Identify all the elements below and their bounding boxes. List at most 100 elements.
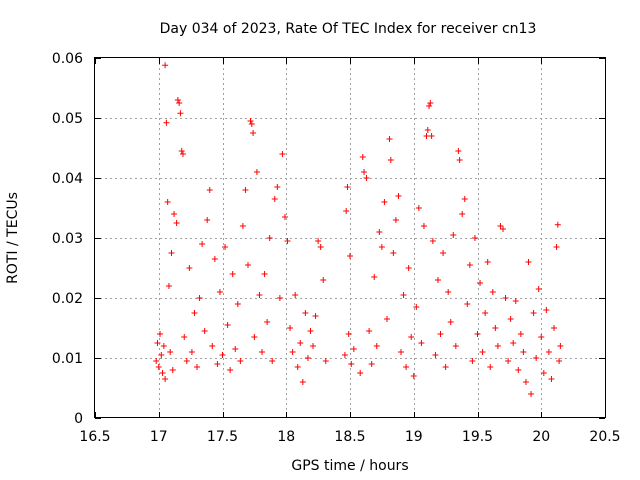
y-tick-label: 0 xyxy=(74,411,83,427)
data-point xyxy=(405,265,412,271)
data-point xyxy=(447,319,454,325)
data-point xyxy=(266,235,273,241)
x-tick-label: 18.5 xyxy=(334,429,365,445)
data-point xyxy=(206,187,213,193)
data-point xyxy=(440,250,447,256)
data-point xyxy=(359,154,366,160)
data-point xyxy=(169,367,176,373)
data-point xyxy=(368,361,375,367)
data-point xyxy=(502,295,509,301)
x-tick-label: 17 xyxy=(150,429,168,445)
data-point xyxy=(204,217,211,223)
data-point xyxy=(158,352,165,358)
data-point xyxy=(557,343,564,349)
data-point xyxy=(445,289,452,295)
data-point xyxy=(497,223,504,229)
data-point xyxy=(395,193,402,199)
data-point xyxy=(229,271,236,277)
data-point xyxy=(299,379,306,385)
data-point xyxy=(528,391,535,397)
data-point xyxy=(269,358,276,364)
data-point xyxy=(450,232,457,238)
data-point xyxy=(512,298,519,304)
data-point xyxy=(159,370,166,376)
data-point xyxy=(442,364,449,370)
data-point xyxy=(530,310,537,316)
data-point xyxy=(373,343,380,349)
data-point xyxy=(174,97,181,103)
data-point xyxy=(157,331,164,337)
data-point xyxy=(279,151,286,157)
data-point xyxy=(297,340,304,346)
data-point xyxy=(487,364,494,370)
grid-lines xyxy=(95,58,605,418)
data-point xyxy=(199,241,206,247)
data-point xyxy=(284,238,291,244)
data-point xyxy=(489,289,496,295)
data-point xyxy=(178,148,185,154)
data-point xyxy=(209,343,216,349)
data-point xyxy=(320,277,327,283)
data-point xyxy=(264,319,271,325)
data-point xyxy=(538,334,545,340)
data-point xyxy=(420,223,427,229)
data-point xyxy=(535,286,542,292)
data-point xyxy=(345,331,352,337)
data-point xyxy=(469,358,476,364)
data-point xyxy=(341,352,348,358)
data-point xyxy=(392,217,399,223)
data-point xyxy=(551,325,557,331)
data-point xyxy=(186,265,193,271)
data-point xyxy=(548,376,555,382)
x-tick-label: 17.5 xyxy=(207,429,238,445)
data-point xyxy=(428,133,435,139)
data-point xyxy=(153,358,160,364)
x-tick-labels: 16.5 17 17.5 18 18.5 19 19.5 20 20.5 xyxy=(79,429,620,445)
data-point xyxy=(350,346,357,352)
data-point xyxy=(427,100,434,106)
data-point xyxy=(348,361,355,367)
data-point xyxy=(219,352,226,358)
data-point xyxy=(424,127,431,133)
data-point xyxy=(294,364,301,370)
data-point xyxy=(386,136,393,142)
data-point xyxy=(287,325,294,331)
data-point xyxy=(302,310,309,316)
data-point xyxy=(259,349,266,355)
data-point xyxy=(247,118,254,124)
data-point xyxy=(479,349,486,355)
data-point xyxy=(500,226,506,232)
data-point xyxy=(426,103,433,109)
data-point xyxy=(211,256,218,262)
data-point xyxy=(188,349,195,355)
data-point xyxy=(292,292,299,298)
data-point xyxy=(179,151,186,157)
data-point xyxy=(237,358,244,364)
data-point xyxy=(343,208,350,214)
data-point xyxy=(232,346,239,352)
data-point xyxy=(310,343,317,349)
data-point xyxy=(474,331,481,337)
data-point xyxy=(162,62,169,69)
data-point xyxy=(164,199,171,205)
data-point xyxy=(201,328,208,334)
y-tick-labels: 0 0.01 0.02 0.03 0.04 0.05 0.06 xyxy=(52,51,83,427)
data-point xyxy=(168,250,175,256)
data-point xyxy=(167,349,174,355)
y-tick-label: 0.06 xyxy=(52,51,83,67)
data-point xyxy=(381,199,388,205)
data-point xyxy=(256,292,263,298)
data-point xyxy=(415,205,422,211)
data-point xyxy=(171,211,178,217)
x-tick-label: 20.5 xyxy=(589,429,620,445)
data-point xyxy=(317,244,324,250)
data-point xyxy=(163,119,170,126)
data-point xyxy=(281,214,288,220)
data-point xyxy=(214,361,221,367)
data-point xyxy=(522,379,529,385)
data-point xyxy=(154,340,161,346)
data-point xyxy=(347,253,353,259)
data-point xyxy=(363,175,370,181)
data-point xyxy=(437,331,444,337)
